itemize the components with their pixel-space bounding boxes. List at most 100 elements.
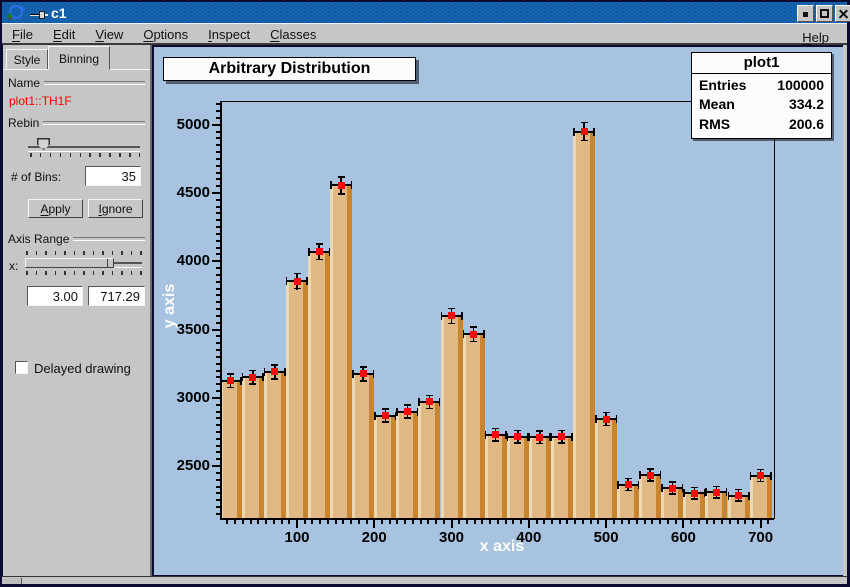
slider-tick bbox=[119, 153, 121, 157]
error-bar-y-cap bbox=[425, 394, 433, 397]
tab-style[interactable]: Style bbox=[6, 49, 48, 70]
y-tick-label: 3500 bbox=[176, 320, 210, 338]
histogram-title-box[interactable]: Arbitrary Distribution bbox=[163, 57, 416, 81]
bins-input[interactable]: 35 bbox=[85, 166, 141, 186]
error-bar-x-cap bbox=[352, 369, 354, 378]
menu-item-options[interactable]: Options bbox=[143, 27, 189, 42]
menu-item-edit[interactable]: Edit bbox=[52, 27, 76, 42]
error-bar-y-cap bbox=[492, 440, 500, 442]
y-minor-tick bbox=[216, 499, 220, 502]
menu-item-file[interactable]: File bbox=[12, 27, 33, 42]
data-point-marker bbox=[315, 248, 323, 256]
x-tick-label: 100 bbox=[284, 529, 310, 546]
tab-binning[interactable]: Binning bbox=[48, 46, 110, 70]
rebin-slider-thumb[interactable] bbox=[37, 138, 50, 150]
y-tick-label: 3000 bbox=[176, 388, 210, 406]
error-bar-y-cap bbox=[668, 493, 676, 495]
x-minor-tick bbox=[458, 520, 461, 524]
error-bar-x-cap bbox=[505, 430, 507, 439]
menu-item-classes[interactable]: Classes bbox=[270, 27, 317, 42]
delayed-drawing-checkbox[interactable] bbox=[15, 361, 28, 374]
x-minor-tick bbox=[597, 520, 600, 524]
close-button[interactable] bbox=[835, 5, 850, 22]
y-minor-tick bbox=[216, 110, 220, 112]
ignore-button[interactable]: Ignore bbox=[88, 199, 143, 218]
x-minor-tick bbox=[574, 520, 577, 524]
minimize-button[interactable] bbox=[797, 5, 814, 22]
error-bar-y-cap bbox=[470, 340, 478, 343]
data-point-marker bbox=[757, 472, 765, 480]
stats-value: 200.6 bbox=[788, 115, 824, 132]
error-bar-y-cap bbox=[624, 477, 632, 480]
error-bar-x-cap bbox=[727, 491, 730, 500]
error-bar-y-cap bbox=[425, 407, 433, 410]
plot-frame-line bbox=[220, 518, 774, 520]
group-divider bbox=[43, 121, 145, 125]
x-minor-tick bbox=[226, 520, 229, 524]
y-minor-tick bbox=[216, 335, 220, 338]
y-major-tick bbox=[212, 260, 220, 263]
error-bar-y-cap bbox=[271, 364, 279, 366]
title-bar[interactable]: c1 bbox=[2, 2, 850, 23]
slider-tick bbox=[45, 251, 47, 255]
error-bar-y-cap bbox=[713, 497, 720, 499]
x-minor-tick bbox=[489, 520, 492, 524]
axis-range-group-header: Axis Range bbox=[8, 232, 145, 246]
error-bar-x-cap bbox=[703, 489, 706, 498]
histogram-plot-area[interactable] bbox=[222, 102, 774, 518]
error-bar-x-cap bbox=[573, 127, 575, 136]
y-minor-tick bbox=[216, 478, 220, 481]
slider-tick bbox=[26, 271, 28, 275]
xmin-input[interactable]: 3.00 bbox=[27, 286, 83, 306]
x-tick-label: 600 bbox=[670, 529, 696, 546]
error-bar-y-cap bbox=[536, 442, 544, 445]
x-minor-tick bbox=[705, 520, 708, 524]
menu-item-view[interactable]: View bbox=[95, 27, 124, 42]
y-minor-tick bbox=[216, 424, 220, 427]
x-minor-tick bbox=[288, 520, 291, 524]
error-bar-x-cap bbox=[571, 432, 573, 441]
x-minor-tick bbox=[350, 520, 353, 524]
x-range-slider-bar[interactable] bbox=[25, 258, 114, 268]
error-bar-x-cap bbox=[284, 367, 286, 376]
error-bar-x-cap bbox=[593, 127, 595, 136]
error-bar-y-cap bbox=[492, 427, 500, 430]
y-axis-title: y axis bbox=[161, 283, 178, 329]
x-minor-tick bbox=[365, 520, 368, 524]
xmax-input[interactable]: 717.29 bbox=[88, 286, 145, 306]
y-minor-tick bbox=[216, 437, 220, 440]
menu-item-inspect[interactable]: Inspect bbox=[208, 27, 251, 42]
slider-tick bbox=[26, 251, 28, 255]
histogram-bar bbox=[222, 380, 242, 518]
error-bar-y-cap bbox=[227, 386, 235, 389]
error-bar-x-cap bbox=[263, 367, 266, 376]
x-range-slider-grip[interactable] bbox=[107, 259, 111, 267]
slider-tick bbox=[138, 153, 141, 157]
apply-button[interactable]: Apply bbox=[28, 199, 83, 218]
rebin-slider[interactable] bbox=[28, 146, 140, 152]
slider-tick bbox=[64, 251, 66, 255]
error-bar-y-cap bbox=[558, 442, 566, 444]
menu-item-help[interactable]: Help bbox=[802, 30, 829, 45]
resize-grip[interactable] bbox=[3, 578, 22, 584]
stats-box[interactable]: plot1 Entries 100000 Mean 334.2 RMS 200.6 bbox=[691, 52, 832, 139]
data-point-marker bbox=[646, 471, 654, 479]
slider-tick bbox=[83, 271, 85, 275]
error-bar-x-cap bbox=[484, 430, 487, 439]
slider-tick bbox=[102, 271, 104, 275]
error-bar-y-cap bbox=[359, 366, 367, 368]
y-minor-tick bbox=[216, 342, 220, 345]
stats-box-title: plot1 bbox=[692, 53, 831, 74]
data-point-marker bbox=[536, 433, 544, 441]
maximize-button[interactable] bbox=[816, 5, 833, 22]
root-canvas[interactable]: 100 200 300 400 500 600 700 2500 3000 3500 4000 450… bbox=[154, 47, 843, 575]
pin-icon[interactable] bbox=[30, 11, 48, 19]
error-bar-x-cap bbox=[330, 181, 332, 190]
error-bar-y-cap bbox=[646, 480, 654, 482]
menu-bar: File Edit View Options Inspect Classes Help bbox=[2, 23, 847, 45]
y-minor-tick bbox=[216, 157, 220, 160]
error-bar-x-cap bbox=[328, 247, 331, 256]
error-bar-y-cap bbox=[249, 383, 257, 385]
error-bar-x-cap bbox=[416, 407, 419, 416]
